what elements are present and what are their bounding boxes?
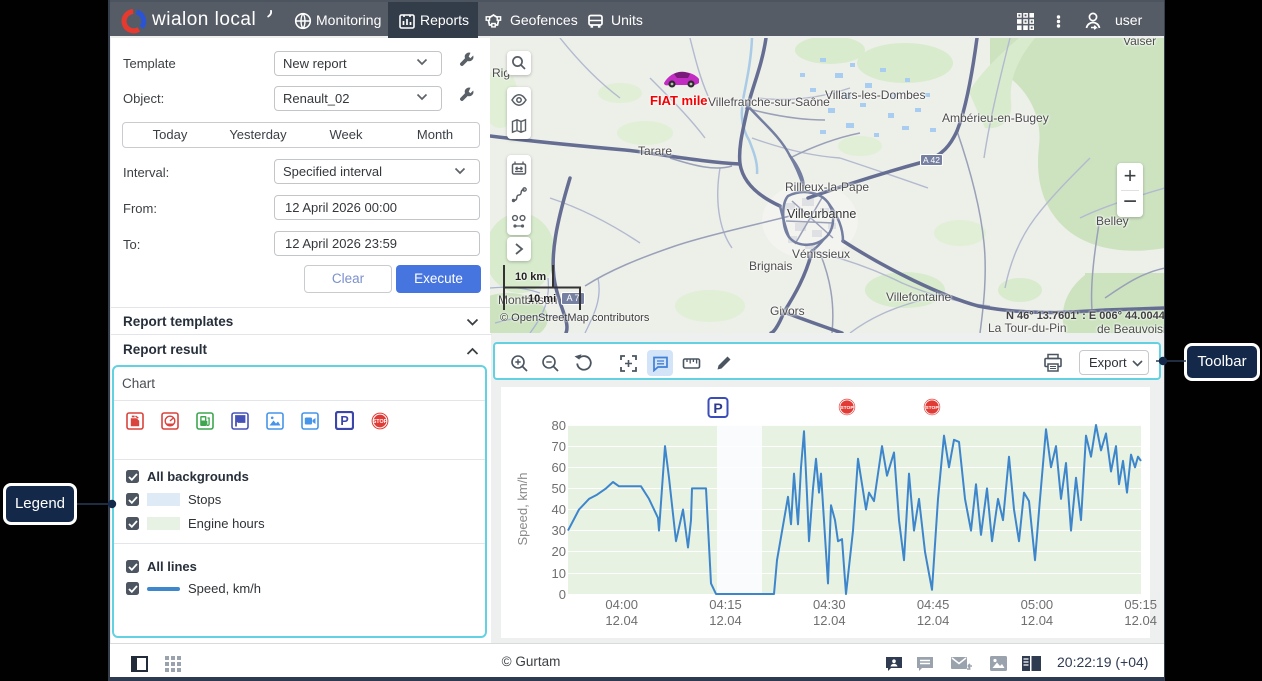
svg-text:12.04: 12.04 [605,613,638,628]
svg-text:40: 40 [552,502,566,517]
svg-text:05:00: 05:00 [1021,597,1054,612]
svg-text:Speed, km/h: Speed, km/h [515,473,530,546]
svg-text:0: 0 [559,587,566,602]
svg-text:60: 60 [552,460,566,475]
svg-text:12.04: 12.04 [917,613,950,628]
svg-text:12.04: 12.04 [813,613,846,628]
svg-text:70: 70 [552,439,566,454]
svg-text:30: 30 [552,523,566,538]
svg-text:05:15: 05:15 [1124,597,1157,612]
svg-text:P: P [713,400,722,416]
svg-text:STOP: STOP [840,405,854,411]
svg-text:50: 50 [552,481,566,496]
svg-text:04:00: 04:00 [605,597,638,612]
svg-text:04:30: 04:30 [813,597,846,612]
svg-text:04:45: 04:45 [917,597,950,612]
svg-text:10: 10 [552,566,566,581]
svg-text:P: P [340,414,348,428]
svg-text:20: 20 [552,544,566,559]
svg-text:12.04: 12.04 [709,613,742,628]
svg-text:04:15: 04:15 [709,597,742,612]
svg-text:12.04: 12.04 [1021,613,1054,628]
svg-text:STOP: STOP [925,405,939,411]
svg-text:12.04: 12.04 [1124,613,1157,628]
svg-text:STOP: STOP [373,419,388,425]
svg-text:80: 80 [552,418,566,433]
